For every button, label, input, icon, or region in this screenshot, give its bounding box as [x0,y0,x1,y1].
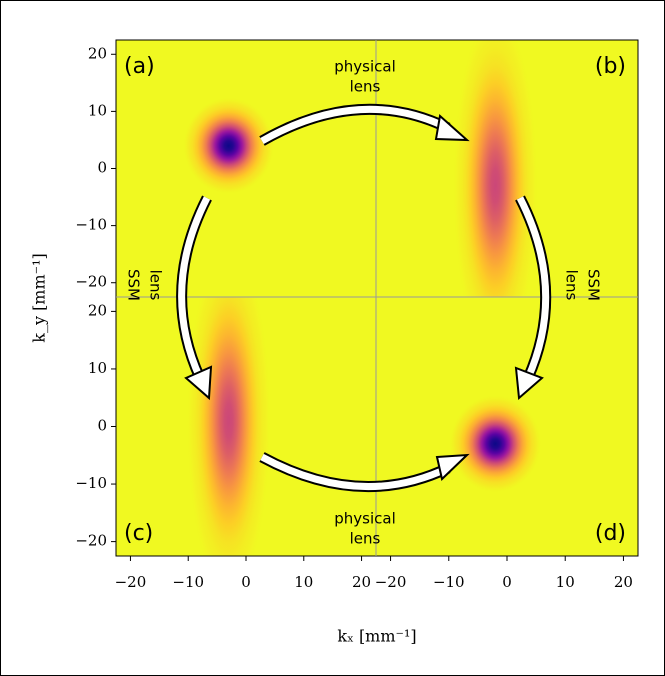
panel-label: (b) [595,54,626,79]
annotation: SSM [585,269,603,301]
x-tick-label: 20 [352,573,371,591]
y-tick-label: −20 [75,532,107,550]
y-tick-label: 20 [88,301,107,319]
panel-label: (c) [124,521,153,546]
y-tick-label: 20 [88,44,107,62]
arrow-head [434,114,470,142]
annotation: physical [334,510,396,528]
arrow-head [435,453,470,481]
x-tick-label: −20 [115,573,147,591]
annotation: lens [350,530,381,548]
y-tick-label: −10 [75,474,107,492]
arrow-head [514,366,544,401]
x-tick-label: −10 [172,573,204,591]
annotation: lens [350,78,381,96]
y-tick-label: −20 [75,273,107,291]
x-tick-label: 20 [614,573,633,591]
x-tick-label: 10 [556,573,575,591]
annotation: SSM [125,269,143,301]
spot [183,97,274,194]
panel-label: (d) [595,521,626,546]
arrow-head [184,365,213,401]
x-tick-label: 10 [294,573,313,591]
arrow-body [178,196,211,380]
panel-label: (a) [124,54,155,79]
annotation: physical [334,58,396,76]
y-tick-label: 10 [88,359,107,377]
spot [187,297,271,556]
x-tick-label: −10 [433,573,465,591]
arrow-body [260,453,450,491]
annotation: lens [147,270,165,301]
arrow-body [260,105,450,145]
arrow-body [516,196,550,380]
x-tick-label: 0 [502,573,512,591]
x-tick-label: 0 [241,573,251,591]
y-tick-label: 0 [97,159,107,177]
annotation: lens [563,270,581,301]
y-tick-label: 10 [88,101,107,119]
x-axis-label: kₓ [mm⁻¹] [337,627,416,646]
y-axis-label: k_y [mm⁻¹] [30,253,49,343]
spot [453,40,538,297]
x-tick-label: −20 [375,573,407,591]
y-tick-label: −10 [75,216,107,234]
spot [449,395,541,493]
y-tick-label: 0 [97,417,107,435]
